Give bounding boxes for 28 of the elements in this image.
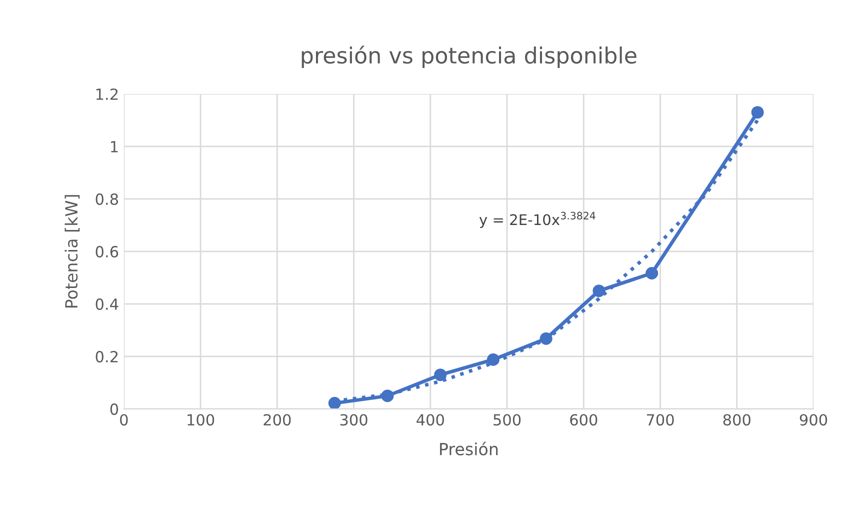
x-tick-label: 600 xyxy=(570,414,598,426)
y-tick-label: 0.8 xyxy=(96,193,118,205)
x-tick-label: 100 xyxy=(188,414,214,426)
x-tick-label: 900 xyxy=(800,414,828,426)
x-tick-label: 500 xyxy=(494,414,521,426)
y-tick-label: 1 xyxy=(111,141,118,152)
point xyxy=(751,106,764,119)
annotation: y = 2E-10x$^{3.3824}$ xyxy=(479,212,596,228)
point xyxy=(486,353,500,366)
y-tick-label: 0.6 xyxy=(96,246,118,258)
y-axis-title: Potencia [kW] xyxy=(64,195,80,308)
point xyxy=(328,396,341,409)
y-tick-label: 0 xyxy=(110,403,118,415)
y-tick-label: 0.2 xyxy=(96,350,118,362)
y-tick-label: 1.2 xyxy=(96,88,118,100)
point xyxy=(646,266,658,280)
x-tick-label: 800 xyxy=(723,414,750,426)
x-tick-label: 400 xyxy=(416,414,444,426)
point xyxy=(592,284,606,298)
x-tick-label: 700 xyxy=(646,414,674,426)
x-tick-label: 300 xyxy=(340,414,368,426)
x-tick-label: 200 xyxy=(264,414,291,426)
x-axis-title: Presión xyxy=(440,442,498,456)
point xyxy=(434,368,447,382)
x-tick-label: 0 xyxy=(120,414,128,426)
point xyxy=(540,332,552,345)
chart-title: presión vs potencia disponible xyxy=(302,46,636,68)
y-tick-label: 0.4 xyxy=(96,298,118,310)
